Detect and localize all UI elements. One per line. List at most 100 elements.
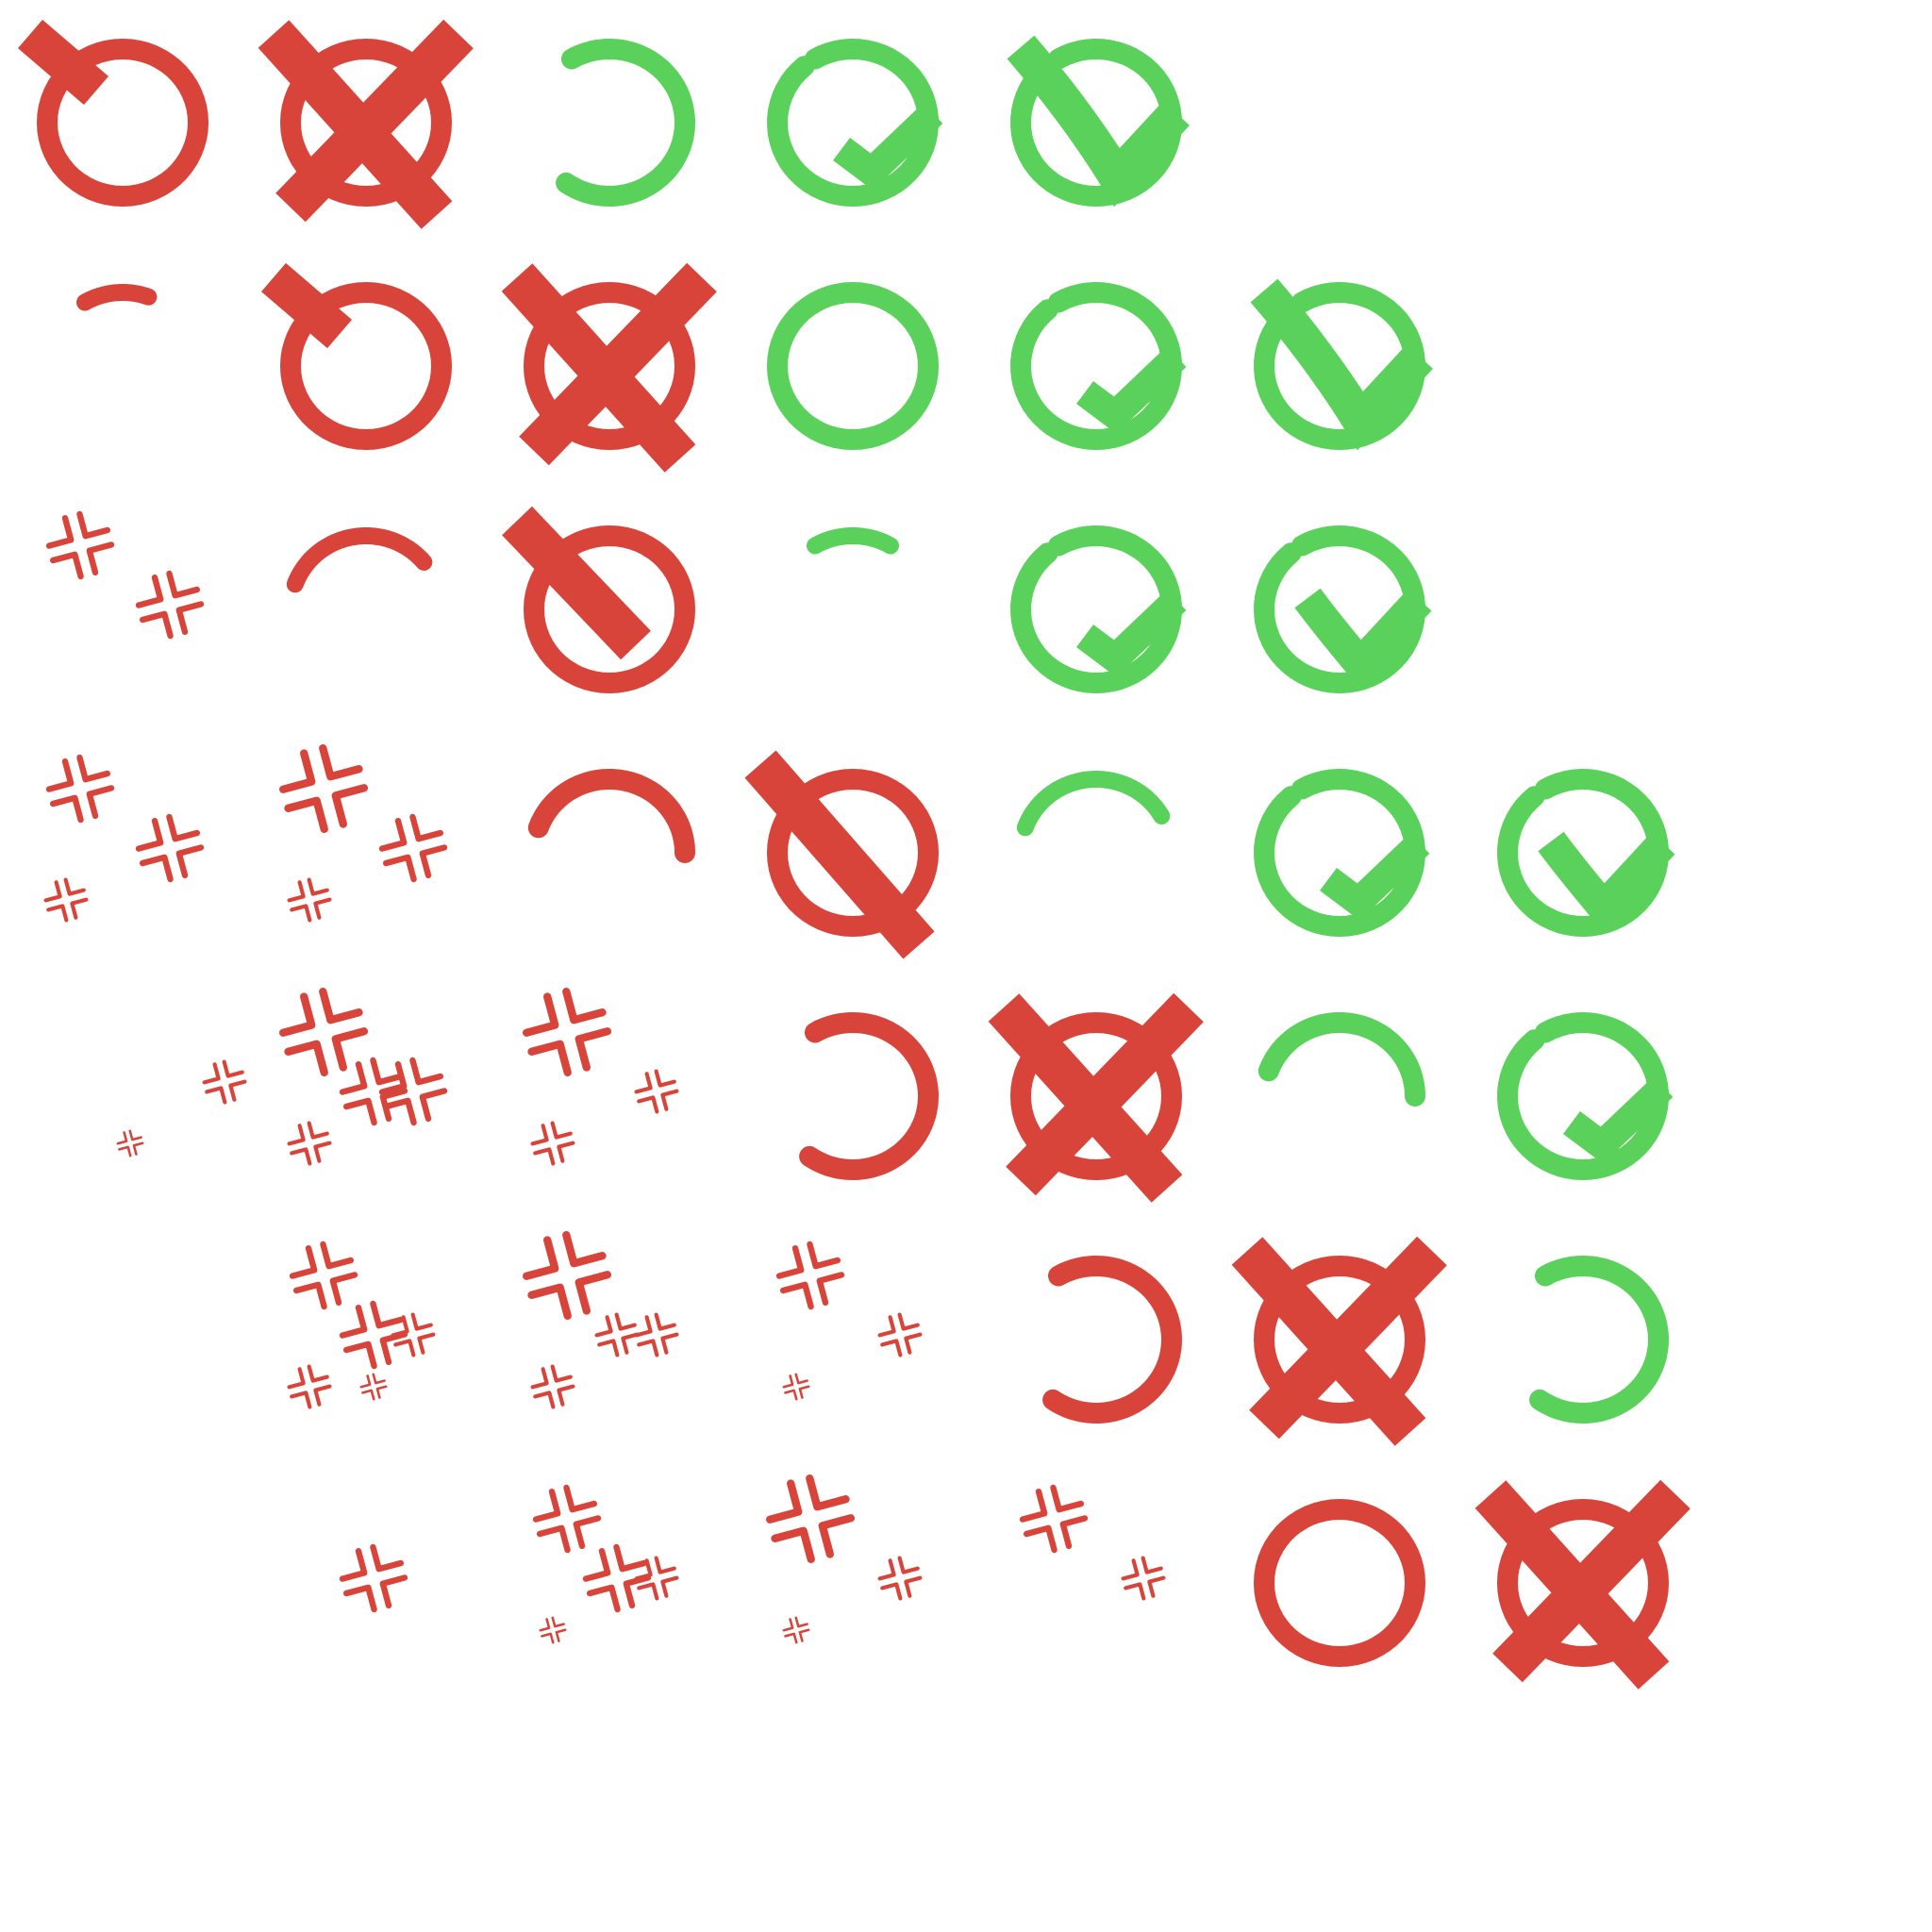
green-ring-open [496, 9, 740, 253]
red-burst-d [116, 983, 496, 1226]
red-ring-stroke [1042, 1256, 1182, 1424]
anger-mark-icon [582, 1543, 652, 1613]
red-arc-half [253, 496, 496, 740]
green-check-stroke [1538, 831, 1675, 932]
green-arc-stroke [1016, 771, 1171, 837]
red-burst-c [253, 740, 496, 983]
green-ring-stroke [767, 39, 939, 207]
red-ring-stroke [37, 39, 208, 207]
green-ring-open [1470, 1226, 1713, 1470]
red-ring-open [983, 1226, 1226, 1470]
green-check-stroke [1294, 588, 1432, 689]
green-ring-stroke [767, 282, 939, 450]
anger-mark-icon [522, 987, 612, 1077]
red-burst-k [983, 1470, 1226, 1713]
anger-mark-icon [594, 1312, 640, 1357]
anger-mark-icon [530, 1364, 575, 1409]
green-check-stroke-partial [1563, 1076, 1674, 1164]
green-ring-full [740, 253, 983, 496]
green-ring-hook [1226, 740, 1470, 983]
anger-mark-icon [278, 987, 369, 1077]
anger-mark-icon [522, 1230, 612, 1321]
red-ring-stroke [799, 1012, 939, 1180]
red-x-stroke-partial [17, 19, 109, 106]
red-burst-g [339, 1226, 740, 1470]
red-burst-f [253, 1226, 496, 1470]
red-ring-stroke [524, 525, 695, 693]
red-slash-stroke [744, 750, 935, 959]
anger-mark-icon [116, 1129, 144, 1158]
anger-mark-icon [287, 1121, 332, 1166]
anger-mark-icon [287, 1364, 332, 1409]
red-ring-x [983, 983, 1226, 1226]
anger-mark-icon [532, 1484, 602, 1554]
anger-mark-icon [782, 1616, 810, 1644]
green-ring-stroke [1254, 525, 1425, 693]
green-arc-stroke [1257, 1012, 1425, 1107]
green-ring-stroke [1254, 282, 1425, 450]
anger-mark-icon [391, 1312, 436, 1357]
green-check-stroke-partial [1076, 346, 1187, 434]
red-burst-j [582, 1470, 983, 1713]
red-x-stroke-b [1492, 1479, 1690, 1683]
green-ring-hook [983, 253, 1226, 496]
red-arc-stroke [286, 527, 433, 593]
green-ring-check [983, 9, 1226, 253]
green-ring-check [1226, 253, 1470, 496]
green-ring-hook [740, 9, 983, 253]
red-ring-slash [496, 496, 740, 740]
green-ring-stroke [1497, 1012, 1669, 1180]
anger-mark-icon [202, 1059, 247, 1105]
red-burst-e [339, 983, 740, 1226]
red-x-stroke-b [519, 262, 717, 466]
green-check-stroke-partial [1320, 833, 1430, 921]
green-ring-check-small [1470, 740, 1713, 983]
green-ring-check-small [1226, 496, 1470, 740]
red-ring-start [9, 9, 253, 253]
anger-mark-icon [287, 877, 332, 923]
anger-mark-icon [339, 1057, 408, 1126]
red-ring-slash-full [740, 740, 983, 983]
anger-mark-icon [378, 813, 448, 883]
anger-mark-icon [530, 1121, 575, 1166]
anger-mark-icon [634, 1069, 679, 1114]
green-ring-stroke [1497, 769, 1669, 937]
red-burst-b [9, 740, 253, 983]
green-ring-hook [1470, 983, 1713, 1226]
red-x-stroke-partial [260, 262, 353, 349]
anger-mark-icon [877, 1312, 923, 1357]
anger-mark-icon [289, 1241, 358, 1310]
anger-mark-icon [765, 1474, 856, 1564]
anger-mark-icon [45, 510, 115, 580]
anger-mark-icon [135, 813, 205, 883]
green-ring-stroke [556, 39, 695, 207]
red-x-stroke-b [1006, 992, 1204, 1196]
red-arc-big [496, 740, 740, 983]
green-ring-stroke [1010, 282, 1182, 450]
red-ring-x [496, 253, 740, 496]
green-check-stroke-partial [1076, 590, 1187, 677]
anger-mark-icon [339, 1543, 408, 1613]
anger-mark-icon [43, 877, 89, 923]
green-check-stroke-partial [833, 103, 943, 191]
anger-mark-icon [775, 1241, 845, 1310]
anger-mark-icon [539, 1616, 567, 1644]
red-ring-x [1226, 1226, 1470, 1470]
anger-mark-icon [45, 754, 115, 824]
green-arc-big [1226, 983, 1470, 1226]
red-burst-a [9, 496, 253, 740]
green-ring-stroke [1529, 1256, 1669, 1424]
green-ring-stroke [1010, 39, 1182, 207]
red-x-stroke-b [275, 19, 474, 223]
anger-mark-icon [135, 570, 205, 640]
anger-mark-icon [359, 1373, 388, 1401]
green-dash-stroke [807, 527, 899, 555]
red-ring-open [740, 983, 983, 1226]
anger-mark-icon [278, 743, 369, 834]
green-ring-hook [983, 496, 1226, 740]
anger-mark-icon [782, 1373, 810, 1401]
green-ring-stroke [1010, 525, 1182, 693]
red-ring-stroke [280, 282, 452, 450]
red-stroke-dash [9, 253, 253, 496]
